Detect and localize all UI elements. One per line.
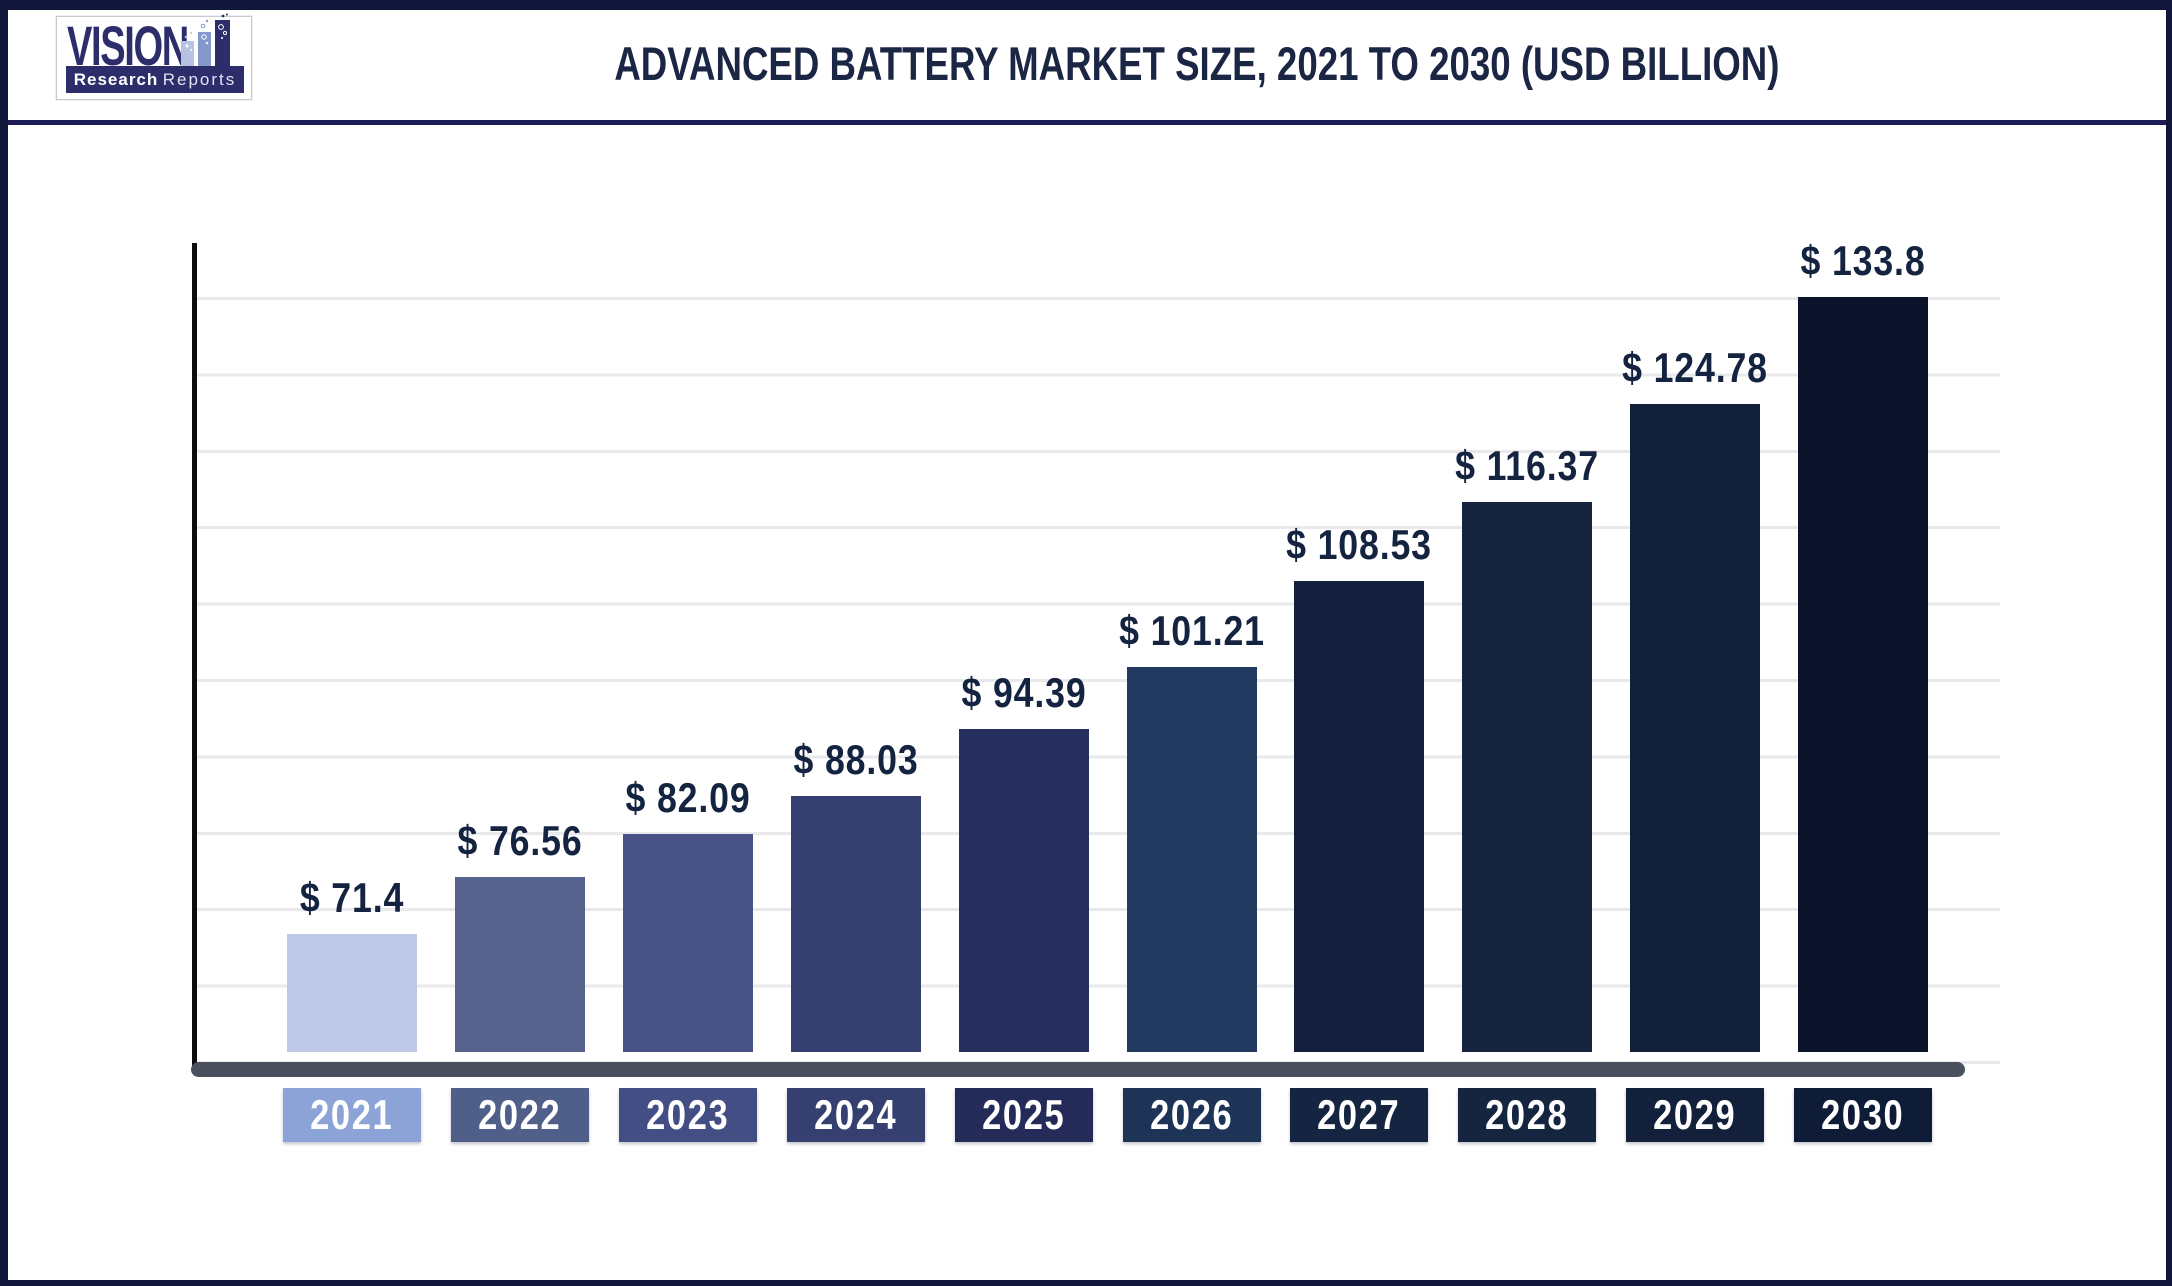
bar-value-label: $ 116.37 [1455,442,1599,489]
x-tick-label: 2023 [646,1091,730,1138]
x-tick-label: 2028 [1485,1091,1569,1138]
x-tick-label: 2021 [310,1091,394,1138]
bar-value-label: $ 124.78 [1622,344,1768,391]
logo-tagline-research: Research [73,70,159,89]
x-tick-label-box: 2026 [1123,1088,1261,1142]
bar-value-label: $ 82.09 [625,774,751,821]
chart-title: ADVANCED BATTERY MARKET SIZE, 2021 TO 20… [614,37,1780,90]
x-tick-label: 2026 [1150,1091,1234,1138]
logo-brand-text: VISION [67,14,189,77]
bar-group: $ 133.8 2030 [1794,10,1932,1280]
bar-group: $ 116.37 2028 [1455,10,1598,1280]
x-tick-label-box: 2025 [955,1088,1093,1142]
bar-value-label: $ 133.8 [1800,237,1926,284]
header: VISION [8,10,2166,120]
bar-value-label: $ 108.53 [1286,521,1432,568]
header-divider-line [8,120,2166,125]
x-tick-label-box: 2029 [1626,1088,1764,1142]
y-axis-line [192,243,197,1066]
bar [1127,667,1257,1052]
logo-bars-chart-icon [181,13,230,71]
x-tick-label: 2029 [1653,1091,1737,1138]
bar-group: $ 108.53 2027 [1286,10,1431,1280]
title-container: ADVANCED BATTERY MARKET SIZE, 2021 TO 20… [238,10,2156,120]
x-tick-label-box: 2022 [451,1088,589,1142]
bar [623,834,753,1052]
bar [1462,502,1592,1052]
bar-group: $ 94.39 2025 [955,10,1093,1280]
bar-value-label: $ 94.39 [961,669,1087,716]
x-tick-label: 2025 [982,1091,1066,1138]
logo-tagline-reports: Reports [162,70,237,89]
x-tick-label-box: 2027 [1290,1088,1428,1142]
x-tick-label-box: 2024 [787,1088,925,1142]
bar [455,877,585,1052]
x-tick-label: 2022 [478,1091,562,1138]
x-tick-label-box: 2030 [1794,1088,1932,1142]
bar-group: $ 124.78 2029 [1622,10,1767,1280]
bar-value-label: $ 71.4 [299,874,405,921]
bar [1630,404,1760,1052]
x-tick-label-box: 2023 [619,1088,757,1142]
bar [287,934,417,1052]
logo-banner: Research Reports [66,66,244,93]
bar [1294,581,1424,1052]
bar-group: $ 88.03 2024 [787,10,925,1280]
bar [959,729,1089,1052]
bar [791,796,921,1052]
x-tick-label-box: 2028 [1458,1088,1596,1142]
x-tick-label: 2024 [814,1091,898,1138]
x-tick-label: 2030 [1821,1091,1905,1138]
bar [1798,297,1928,1052]
bar-value-label: $ 101.21 [1119,607,1265,654]
x-tick-label-box: 2021 [283,1088,421,1142]
logo: VISION [56,13,252,100]
plot-area: $ 71.4 2021 $ 76.56 2022 $ 82.09 2023 $ … [8,10,2166,1280]
bar-value-label: $ 76.56 [457,817,583,864]
bar-group: $ 101.21 2026 [1119,10,1264,1280]
bar-group: $ 76.56 2022 [451,10,589,1280]
x-axis-line [191,1062,1965,1077]
bar-group: $ 82.09 2023 [619,10,757,1280]
logo-top-row: VISION [67,13,243,77]
bar-value-label: $ 88.03 [793,736,919,783]
bar-group: $ 71.4 2021 [283,10,421,1280]
x-tick-label: 2027 [1317,1091,1401,1138]
